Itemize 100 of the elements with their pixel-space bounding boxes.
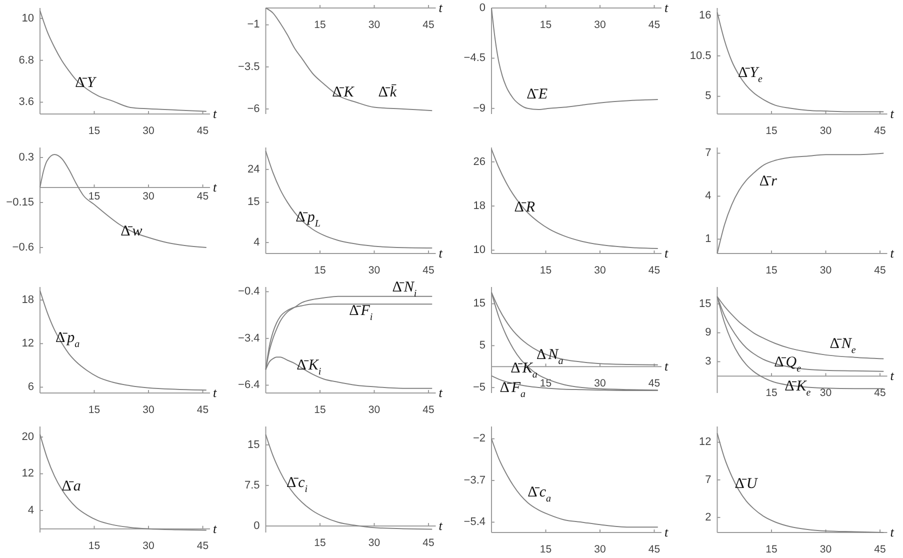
x-tick-label: 30 <box>142 190 155 202</box>
x-tick-label: 15 <box>314 264 326 276</box>
x-tick-label: 45 <box>648 264 660 276</box>
x-tick-label: 15 <box>540 19 552 31</box>
y-tick-label: −2 <box>472 432 486 445</box>
annotation: Δ̄Y$_{e}$ <box>738 65 763 85</box>
y-tick-label: 10 <box>473 244 486 256</box>
y-tick-label: 3.6 <box>18 96 34 108</box>
y-tick-label: −3.7 <box>464 474 486 486</box>
x-tick-label: 30 <box>142 404 155 416</box>
x-tick-label: 15 <box>766 125 778 137</box>
x-tick-label: 45 <box>422 404 435 416</box>
annotation: ΔN$_{a}$ <box>536 348 564 367</box>
y-tick-label: 18 <box>473 200 486 212</box>
y-tick-label: −6 <box>247 102 260 115</box>
annotation: Δ̄K$_{a}$ <box>510 361 538 380</box>
x-tick-label: 15 <box>540 544 552 556</box>
x-tick-label: 30 <box>594 378 606 390</box>
y-tick-label: 4 <box>705 190 712 202</box>
x-axis-title: t <box>664 246 668 260</box>
y-tick-label: 4 <box>254 236 260 248</box>
annotation: Δ̄w <box>120 224 142 240</box>
x-tick-label: 15 <box>88 540 100 552</box>
x-tick-label: 45 <box>648 544 660 556</box>
x-axis-title: t <box>213 106 217 121</box>
y-tick-label: 15 <box>699 298 712 310</box>
x-tick-label: 15 <box>314 537 326 550</box>
y-tick-label: 15 <box>473 298 486 310</box>
y-tick-label: 7 <box>705 474 712 486</box>
y-tick-label: 6 <box>28 381 34 394</box>
x-tick-label: 45 <box>874 125 886 137</box>
y-tick-label: 12 <box>699 436 712 448</box>
x-tick-label: 30 <box>820 387 832 400</box>
x-axis-title: t <box>890 246 894 260</box>
y-tick-label: −5 <box>472 381 486 394</box>
x-tick-label: 45 <box>422 264 435 276</box>
x-axis-title: t <box>890 524 894 540</box>
x-tick-label: 15 <box>88 190 100 202</box>
y-tick-label: 3 <box>705 356 712 368</box>
x-axis-title: t <box>213 385 217 400</box>
y-tick-label: −0.15 <box>6 196 34 208</box>
x-axis-title: t <box>213 520 217 536</box>
annotation: Δ̄c$_{i}$ <box>286 475 308 495</box>
x-axis-title: t <box>664 358 668 374</box>
annotation: Δ̄r <box>759 174 778 190</box>
y-tick-label: 0.3 <box>18 151 34 164</box>
y-tick-label: 10.5 <box>690 50 712 62</box>
x-axis-title: t <box>664 0 668 15</box>
y-tick-label: 4 <box>28 504 34 516</box>
annotation: Δ̄k̄ <box>378 84 397 101</box>
x-tick-label: 30 <box>820 125 832 137</box>
y-tick-label: 7 <box>705 147 712 160</box>
x-tick-label: 45 <box>648 378 660 390</box>
y-tick-label: −1 <box>247 18 260 31</box>
y-tick-label: 5 <box>705 90 712 102</box>
annotation: Δ̄N$_{i}$ <box>392 280 417 300</box>
y-tick-label: −5.4 <box>464 516 486 528</box>
annotation: Δ̄N$_{e}$ <box>830 336 856 356</box>
y-tick-label: 15 <box>248 438 260 451</box>
x-tick-label: 45 <box>196 190 209 202</box>
x-tick-label: 30 <box>142 125 155 137</box>
x-axis-title: t <box>438 518 443 534</box>
y-tick-label: 0 <box>254 520 260 532</box>
y-tick-label: 18 <box>22 294 34 306</box>
y-tick-label: 26 <box>473 156 486 168</box>
x-tick-label: 30 <box>368 537 380 550</box>
y-tick-label: 7.5 <box>244 479 260 492</box>
x-tick-label: 30 <box>368 19 380 31</box>
y-tick-label: 10 <box>22 12 34 24</box>
y-tick-label: −0.6 <box>12 241 34 254</box>
x-tick-label: 15 <box>314 404 326 416</box>
y-tick-label: 0 <box>479 2 486 14</box>
y-tick-label: −0.4 <box>238 286 260 298</box>
annotation: Δ̄F$_{i}$ <box>349 304 373 323</box>
y-tick-label: −4.5 <box>464 52 486 64</box>
x-axis-title: t <box>890 106 894 121</box>
x-tick-label: 15 <box>766 264 778 276</box>
x-axis-title: t <box>438 385 443 400</box>
x-tick-label: 30 <box>594 19 606 31</box>
x-tick-label: 30 <box>820 544 832 556</box>
x-tick-label: 45 <box>422 537 435 550</box>
x-axis-title: t <box>438 246 443 260</box>
annotation: Δ̄F$_{a}$ <box>500 380 526 400</box>
x-tick-label: 45 <box>648 19 660 31</box>
annotation: Δ̄a <box>62 478 81 495</box>
y-tick-label: 20 <box>22 430 34 443</box>
x-tick-label: 45 <box>874 544 886 556</box>
y-tick-label: 24 <box>248 163 260 176</box>
y-tick-label: 6.8 <box>18 54 34 66</box>
x-tick-label: 30 <box>368 404 380 416</box>
x-axis-title: t <box>664 524 668 540</box>
x-tick-label: 30 <box>820 264 832 276</box>
x-tick-label: 30 <box>368 264 380 276</box>
y-tick-label: −3.4 <box>238 332 260 344</box>
annotation: Δ̄K$_{i}$ <box>296 358 322 378</box>
x-tick-label: 15 <box>540 378 552 390</box>
y-tick-label: −6.4 <box>238 379 260 392</box>
x-tick-label: 45 <box>196 125 209 137</box>
x-tick-label: 30 <box>142 540 155 552</box>
annotation: Δ̄Q$_{e}$ <box>774 355 802 374</box>
